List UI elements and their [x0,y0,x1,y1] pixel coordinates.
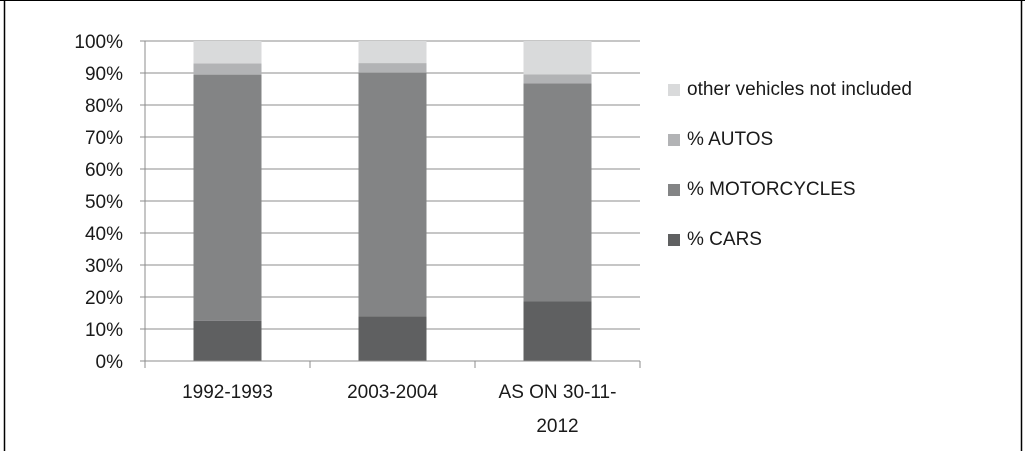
y-tick-label: 80% [85,96,123,117]
bar-segment [524,41,592,74]
y-tick-label: 50% [85,192,123,213]
x-tick-label: 2012 [536,416,578,437]
bar-segment [359,41,427,63]
bar-segment [194,75,262,321]
legend-label: % AUTOS [687,128,773,152]
bar-segment [524,301,592,361]
y-tick-label: 40% [85,224,123,245]
y-tick-label: 100% [74,32,123,53]
bar-segment [194,41,262,63]
legend-label: % CARS [687,228,762,252]
y-tick-label: 30% [85,256,123,277]
y-tick-label: 90% [85,64,123,85]
bar-segment [359,63,427,73]
x-tick-label: 2003-2004 [347,382,438,403]
legend-swatch [668,134,680,146]
legend-swatch [668,184,680,196]
bar-segment [194,321,262,361]
y-tick-label: 10% [85,320,123,341]
bars [194,41,592,361]
legend-swatch [668,234,680,246]
bar-segment [524,83,592,301]
bar-segment [359,73,427,317]
y-tick-label: 0% [96,352,124,373]
bar-segment [524,74,592,83]
y-tick-labels: 0% 10% 20% 30% 40% 50% 60% 70% 80% 90% 100% [74,32,123,373]
x-tick-labels: 1992-1993 2003-2004 AS ON 30-11- 2012 [182,382,616,437]
bar-segment [359,316,427,361]
y-tick-label: 60% [85,160,123,181]
y-tick-label: 20% [85,288,123,309]
y-tick-label: 70% [85,128,123,149]
legend-swatch [668,84,680,96]
bar-segment [194,63,262,74]
legend-label: % MOTORCYCLES [687,178,856,202]
legend-label: other vehicles not included [687,78,912,102]
x-tick-label: 1992-1993 [182,382,273,403]
x-tick-label: AS ON 30-11- [499,382,617,403]
